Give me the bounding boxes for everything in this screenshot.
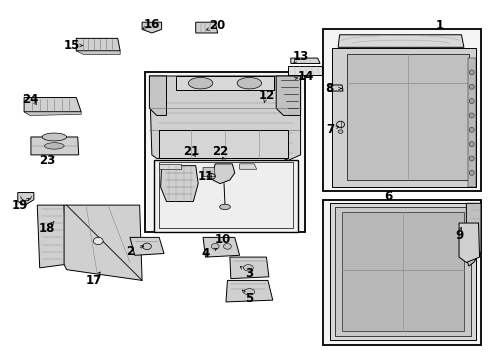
Ellipse shape [468, 113, 473, 118]
Text: 23: 23 [39, 154, 55, 167]
Polygon shape [276, 76, 300, 116]
Polygon shape [328, 85, 342, 91]
Polygon shape [337, 35, 463, 47]
Polygon shape [149, 76, 300, 160]
Text: 7: 7 [325, 123, 333, 136]
Ellipse shape [337, 130, 342, 134]
Polygon shape [195, 22, 217, 33]
Text: 1: 1 [435, 19, 443, 32]
Text: 2: 2 [125, 245, 134, 258]
Polygon shape [458, 223, 479, 262]
Polygon shape [130, 237, 163, 255]
Ellipse shape [223, 243, 231, 249]
Polygon shape [159, 162, 293, 228]
Polygon shape [288, 66, 321, 75]
Bar [154, 160, 298, 232]
Ellipse shape [237, 77, 261, 89]
Text: 16: 16 [143, 18, 160, 31]
Text: 6: 6 [384, 190, 392, 203]
Polygon shape [467, 58, 475, 187]
Ellipse shape [93, 237, 103, 244]
Text: 24: 24 [22, 93, 38, 106]
Text: 20: 20 [209, 19, 225, 32]
Ellipse shape [468, 170, 473, 175]
Polygon shape [212, 164, 234, 184]
Polygon shape [346, 54, 468, 180]
Ellipse shape [468, 70, 473, 75]
Ellipse shape [468, 84, 473, 89]
Polygon shape [331, 48, 475, 187]
Text: 18: 18 [39, 222, 55, 235]
Ellipse shape [42, 133, 66, 141]
Polygon shape [31, 137, 79, 155]
Text: 21: 21 [183, 145, 199, 158]
Ellipse shape [468, 127, 473, 132]
Bar [322, 200, 480, 345]
Polygon shape [159, 164, 181, 169]
Ellipse shape [468, 156, 473, 161]
Polygon shape [203, 237, 239, 257]
Text: 4: 4 [201, 247, 209, 260]
Polygon shape [64, 205, 142, 280]
Bar [322, 30, 480, 191]
Polygon shape [142, 22, 161, 33]
Text: 13: 13 [292, 50, 308, 63]
Polygon shape [239, 164, 256, 169]
Ellipse shape [219, 204, 230, 210]
Text: 3: 3 [245, 267, 253, 280]
Ellipse shape [44, 143, 64, 149]
Polygon shape [24, 112, 81, 116]
Polygon shape [341, 212, 463, 330]
Polygon shape [466, 203, 480, 266]
Polygon shape [176, 76, 273, 90]
Ellipse shape [468, 141, 473, 147]
Polygon shape [290, 58, 320, 63]
Ellipse shape [142, 243, 151, 249]
Bar [144, 72, 305, 232]
Ellipse shape [211, 243, 219, 249]
Polygon shape [334, 207, 470, 336]
Polygon shape [149, 76, 166, 116]
Ellipse shape [207, 174, 215, 179]
Text: 8: 8 [325, 82, 333, 95]
Polygon shape [203, 167, 215, 176]
Polygon shape [37, 205, 66, 268]
Text: 11: 11 [197, 170, 213, 183]
Polygon shape [329, 203, 475, 339]
Ellipse shape [188, 77, 212, 89]
Ellipse shape [243, 265, 253, 271]
Text: 14: 14 [297, 69, 313, 82]
Text: 17: 17 [85, 274, 101, 287]
Text: 10: 10 [214, 233, 230, 246]
Ellipse shape [336, 121, 344, 128]
Polygon shape [159, 130, 288, 158]
Polygon shape [24, 98, 81, 112]
Text: 22: 22 [212, 145, 228, 158]
Polygon shape [229, 257, 268, 279]
Text: 12: 12 [258, 89, 274, 102]
Polygon shape [76, 39, 120, 51]
Text: 19: 19 [12, 199, 28, 212]
Text: 9: 9 [454, 229, 462, 242]
Polygon shape [160, 166, 198, 202]
Text: 5: 5 [245, 292, 253, 305]
Ellipse shape [468, 99, 473, 104]
Ellipse shape [244, 289, 254, 295]
Polygon shape [76, 51, 120, 54]
Polygon shape [225, 280, 272, 302]
Text: 15: 15 [63, 39, 80, 52]
Polygon shape [18, 193, 34, 205]
